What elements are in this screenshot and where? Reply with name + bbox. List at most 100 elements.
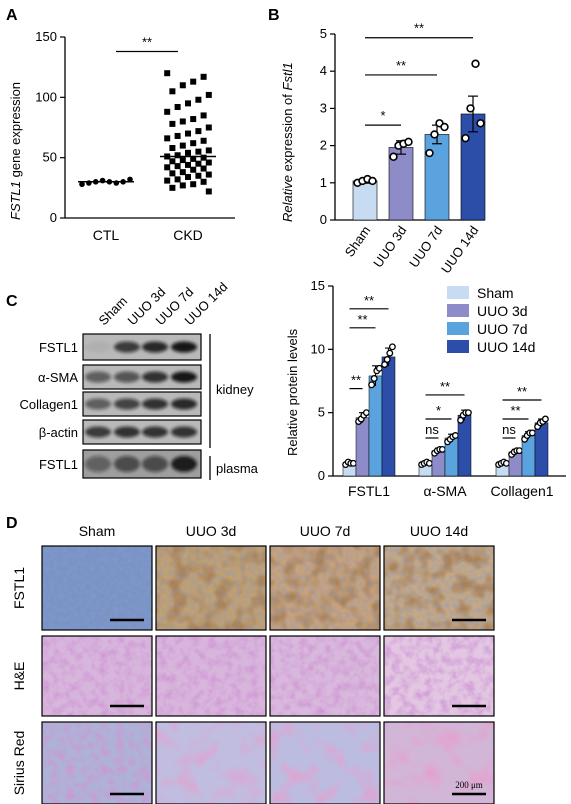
- c-bar: [381, 356, 396, 477]
- panel-b-ylabel: Relative expression of Fstl1: [280, 62, 295, 222]
- a-point-ckd: [185, 100, 191, 107]
- c-legend-label: UUO 3d: [477, 303, 528, 319]
- b-point: [430, 130, 439, 139]
- histology-row-label: H&E: [11, 662, 27, 691]
- b-y-tick-label: 4: [320, 63, 327, 78]
- b-point: [440, 122, 449, 132]
- c-bar: [355, 417, 370, 477]
- a-point-ckd: [164, 108, 171, 115]
- a-point-ckd: [169, 145, 176, 152]
- blot-band: [85, 398, 111, 410]
- c-x-category-label: Collagen1: [490, 483, 553, 499]
- histology-texture: [270, 546, 380, 630]
- c-point: [388, 343, 396, 351]
- histology-frame: [155, 545, 267, 631]
- histology-column-label: Sham: [79, 523, 116, 539]
- a-point-ckd: [179, 157, 186, 164]
- c-legend-label: UUO 14d: [477, 339, 535, 355]
- c-point: [386, 349, 394, 357]
- c-point: [464, 409, 472, 417]
- c-legend-label: Sham: [477, 285, 514, 301]
- a-point-ckd: [174, 163, 181, 170]
- a-point-ckd: [200, 154, 207, 161]
- blot-band: [142, 456, 168, 472]
- c-sig-label: **: [357, 312, 367, 327]
- a-point-ckd: [205, 91, 212, 98]
- a-point-ckd: [190, 181, 197, 188]
- a-point-ckd: [200, 137, 207, 144]
- panel-d: D Sham UUO 3d UUO 7d UUO 14d FSTL1 H&E Sirius …: [0, 508, 571, 804]
- c-legend-swatch: [447, 340, 469, 353]
- c-point: [425, 459, 433, 467]
- a-sig-label: **: [142, 34, 152, 49]
- a-point-ctl: [113, 180, 120, 186]
- b-y-tick-label: 3: [320, 100, 327, 115]
- b-bar: [424, 134, 450, 221]
- a-x-category-label: CTL: [93, 227, 120, 243]
- histology-texture: [384, 722, 494, 804]
- b-x-category-label: Sham: [342, 223, 374, 259]
- a-point-ckd: [190, 155, 197, 162]
- histology-column-label: UUO 3d: [186, 523, 237, 539]
- blot-band: [85, 426, 111, 438]
- c-y-tick-label: 15: [311, 278, 325, 293]
- panel-label-a: A: [6, 7, 18, 24]
- c-bar: [368, 375, 383, 477]
- a-point-ckd: [169, 88, 176, 95]
- b-point: [389, 152, 398, 161]
- histology-texture: [270, 722, 380, 804]
- blot-band: [171, 341, 197, 353]
- c-point: [368, 381, 376, 389]
- histology-texture: [156, 636, 266, 716]
- c-point: [541, 415, 549, 423]
- c-y-tick-label: 5: [318, 405, 325, 420]
- a-point-ckd: [195, 148, 202, 155]
- histology-column-label: UUO 14d: [410, 523, 468, 539]
- b-y-tick-label: 5: [320, 26, 327, 41]
- a-point-ckd: [174, 176, 181, 183]
- b-point: [425, 148, 434, 158]
- b-bar: [352, 180, 378, 221]
- b-bar: [388, 147, 414, 221]
- c-sig-label: **: [510, 403, 520, 418]
- blot-band: [114, 341, 140, 353]
- c-legend-swatch: [447, 304, 469, 317]
- a-point-ckd: [185, 149, 191, 156]
- blot-band: [114, 426, 140, 438]
- panel-label-c: C: [6, 293, 18, 310]
- histology-row-label: Sirius Red: [11, 731, 27, 796]
- c-bar: [534, 422, 549, 477]
- c-point: [502, 459, 510, 467]
- c-sig-label: ns: [425, 422, 439, 437]
- histology-frame: [269, 635, 381, 717]
- blot-band: [142, 398, 168, 410]
- a-point-ckd: [169, 170, 176, 177]
- blot-band: [142, 426, 168, 438]
- b-point: [461, 133, 470, 143]
- a-point-ctl: [86, 180, 92, 186]
- blot-row-label: Collagen1: [19, 397, 78, 412]
- histology-frame: [155, 635, 267, 717]
- c-x-category-label: FSTL1: [348, 483, 390, 499]
- b-point: [466, 104, 475, 113]
- a-point-ckd: [179, 82, 186, 89]
- a-point-ckd: [179, 169, 186, 176]
- histology-texture: [384, 546, 494, 630]
- c-sig-label: ns: [502, 422, 516, 437]
- a-point-ctl: [99, 177, 106, 184]
- panel-c-chart: Relative protein levels 0 5 10 15 FSTL1 α-SMA…: [285, 278, 566, 499]
- a-point-ckd: [185, 161, 191, 168]
- b-point: [404, 137, 413, 147]
- blot-band: [85, 371, 111, 383]
- c-point: [438, 445, 446, 453]
- b-sig-label: *: [380, 108, 385, 123]
- c-sig-label: **: [440, 379, 450, 394]
- a-point-ckd: [205, 159, 212, 166]
- b-x-category-label: UUO 7d: [406, 223, 445, 270]
- c-point: [375, 364, 383, 372]
- a-point-ckd: [174, 103, 181, 110]
- blot-row-label: β-actin: [39, 425, 78, 440]
- a-point-ckd: [200, 178, 207, 185]
- blot-band: [114, 456, 140, 472]
